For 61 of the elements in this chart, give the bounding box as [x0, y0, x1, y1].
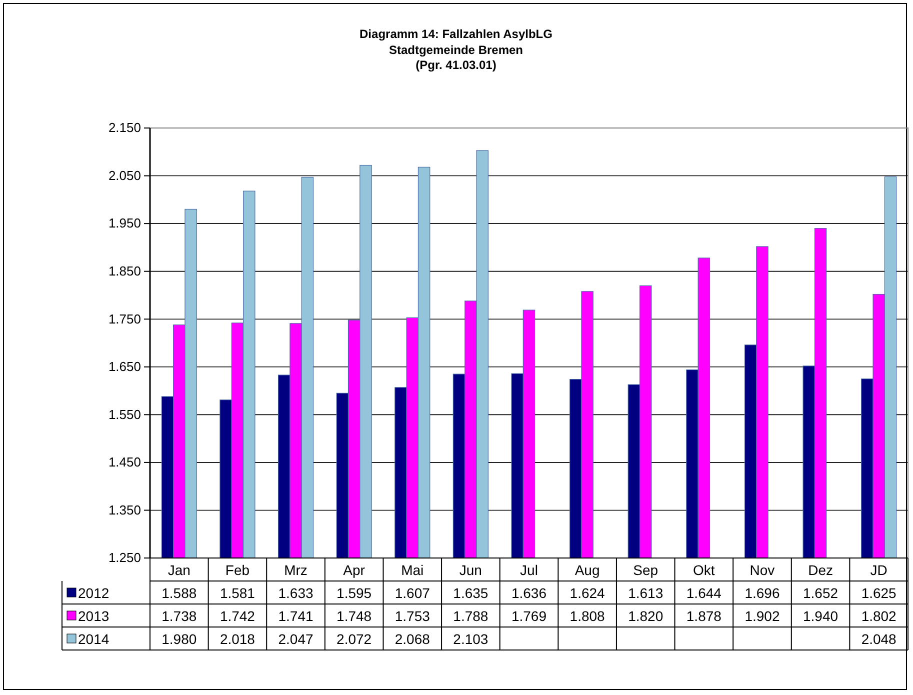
- y-tick-label: 1.850: [108, 263, 141, 278]
- y-tick-label: 2.050: [108, 168, 141, 183]
- data-label: 1.878: [686, 608, 722, 624]
- data-label: 2.018: [220, 631, 256, 647]
- data-label: 1.633: [278, 585, 314, 601]
- x-tick-label: Sep: [633, 562, 658, 578]
- x-tick-label: Aug: [574, 562, 600, 578]
- data-label: 1.595: [336, 585, 372, 601]
- data-label: 1.820: [628, 608, 664, 624]
- x-tick-label: Jul: [520, 562, 538, 578]
- data-label: 2.068: [394, 631, 430, 647]
- data-label: 1.624: [570, 585, 606, 601]
- data-label: 1.802: [861, 608, 897, 624]
- y-tick-label: 1.550: [108, 406, 141, 422]
- data-label: 2.047: [278, 631, 314, 647]
- x-tick-label: Mai: [401, 562, 424, 578]
- x-tick-label: JD: [870, 562, 888, 578]
- y-tick-label: 1.750: [108, 311, 141, 326]
- chart-subtitle: Stadtgemeinde Bremen (Pgr. 41.03.01): [388, 43, 524, 72]
- y-tick-label: 2.150: [108, 120, 141, 136]
- data-label: 1.581: [220, 585, 256, 601]
- x-tick-label: Feb: [225, 562, 250, 578]
- data-label: 1.644: [686, 585, 722, 601]
- data-label: 1.741: [278, 608, 314, 624]
- data-label: 1.625: [861, 585, 897, 601]
- data-label: 1.636: [511, 585, 547, 601]
- y-tick-label: 1.350: [108, 502, 141, 518]
- legend-label: 2014: [78, 631, 110, 647]
- x-tick-label: Okt: [693, 562, 715, 578]
- x-tick-label: Mrz: [284, 562, 308, 578]
- data-label: 1.980: [162, 631, 197, 647]
- data-label: 1.748: [336, 608, 372, 624]
- y-tick-label: 1.950: [108, 216, 141, 231]
- data-label: 1.635: [453, 585, 488, 601]
- data-label: 1.588: [162, 585, 197, 601]
- data-label: 1.742: [220, 608, 256, 624]
- data-label: 1.753: [394, 608, 430, 624]
- data-label: 1.738: [162, 608, 197, 624]
- data-label: 1.940: [803, 608, 838, 624]
- data-label: 2.072: [336, 631, 372, 647]
- y-tick-label: 1.450: [108, 454, 141, 470]
- data-label: 2.103: [453, 631, 488, 647]
- data-label: 1.769: [511, 608, 547, 624]
- data-label: 1.652: [803, 585, 838, 601]
- x-tick-label: Apr: [343, 562, 366, 578]
- y-tick-label: 1.650: [108, 359, 141, 374]
- y-tick-label: 1.250: [108, 550, 141, 566]
- x-tick-label: Jun: [459, 562, 482, 578]
- legend-label: 2013: [78, 608, 110, 624]
- data-label: 1.902: [744, 608, 780, 624]
- data-label: 1.808: [570, 608, 606, 624]
- chart-title: Diagramm 14: Fallzahlen AsylbLG: [360, 27, 552, 41]
- data-label: 1.788: [453, 608, 488, 624]
- data-label: 1.696: [744, 585, 780, 601]
- data-label: 2.048: [861, 631, 897, 647]
- data-label: 1.613: [628, 585, 664, 601]
- legend-label: 2012: [78, 585, 110, 601]
- data-label: 1.607: [394, 585, 430, 601]
- x-tick-label: Jan: [168, 562, 190, 578]
- x-tick-label: Nov: [750, 562, 775, 578]
- x-tick-label: Dez: [808, 562, 833, 578]
